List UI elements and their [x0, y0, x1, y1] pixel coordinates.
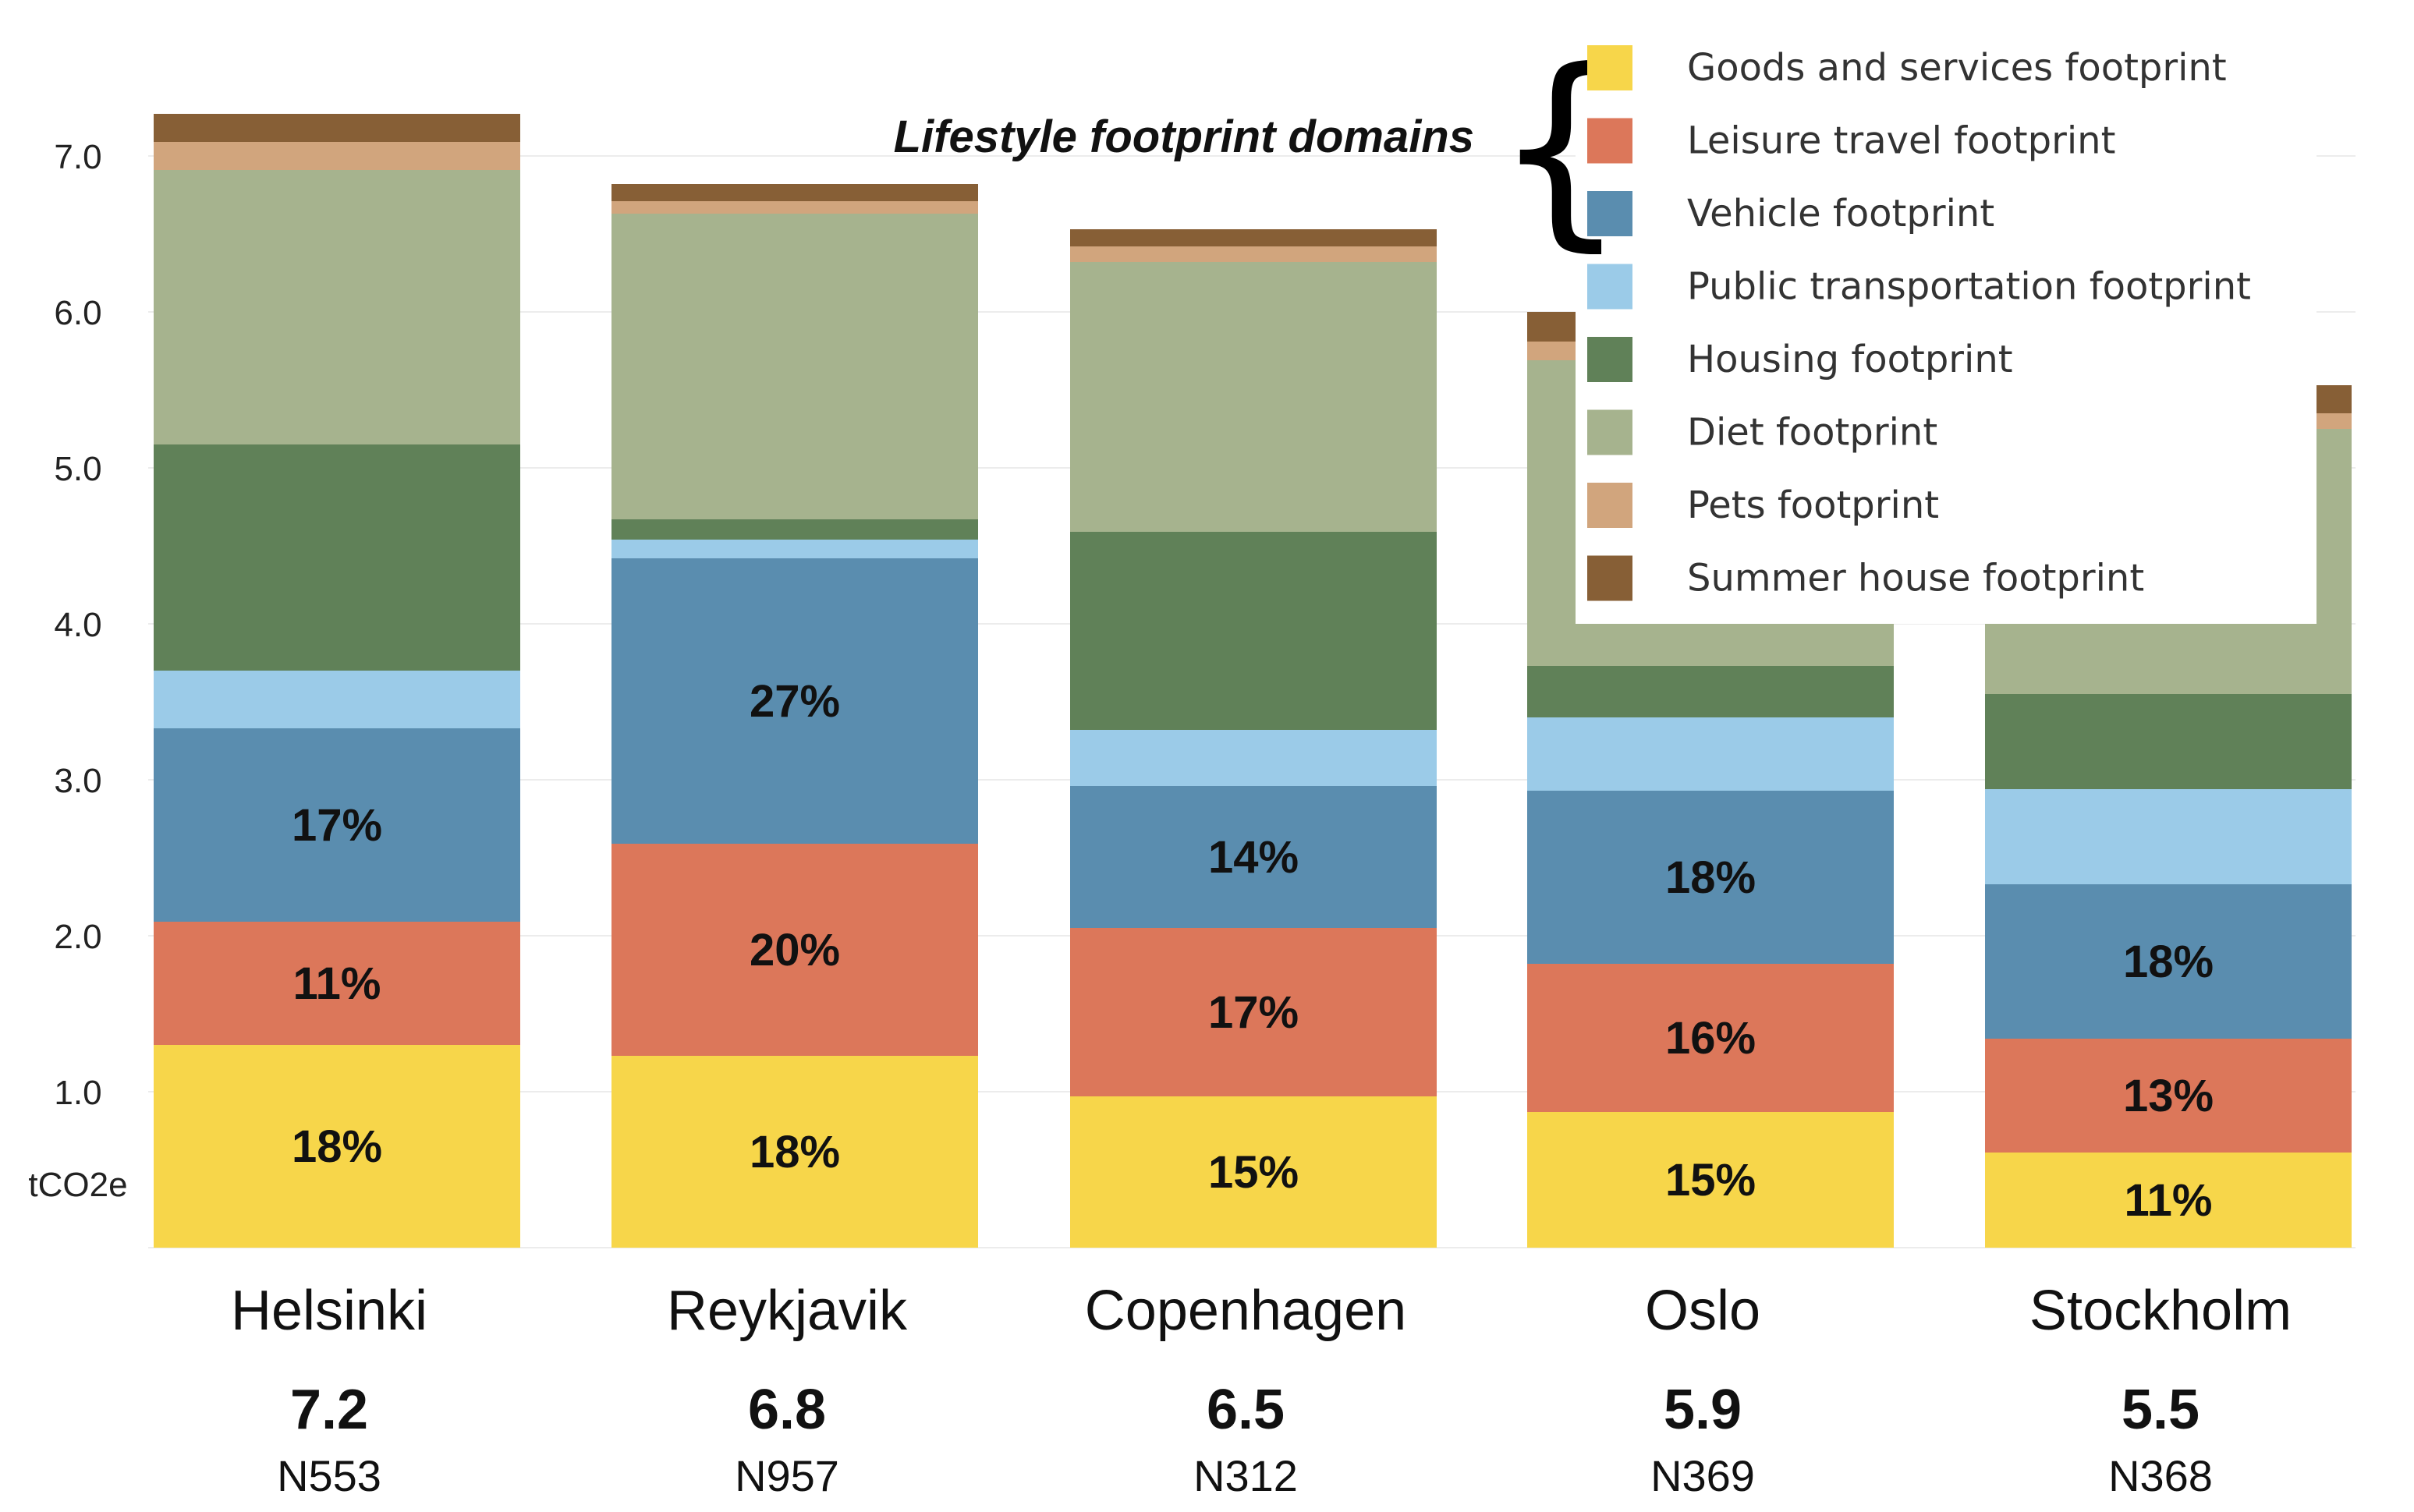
legend-swatch	[1587, 483, 1632, 528]
bar-segment	[611, 519, 978, 540]
bar-segment	[1985, 1153, 2352, 1248]
legend-title: Lifestyle footprint domains	[894, 112, 1474, 162]
bar-segment	[1070, 532, 1437, 730]
legend-swatch	[1587, 337, 1632, 382]
bar-segment	[154, 142, 520, 170]
bar-segment	[154, 922, 520, 1045]
bar-value-label: 16%	[1665, 1013, 1756, 1064]
legend-label: Pets footprint	[1687, 483, 1939, 527]
bar-value-label: 11%	[293, 958, 381, 1009]
bar-stack-copenhagen: 15% 17% 14%	[1070, 229, 1437, 1248]
y-tick-label: 6.0	[54, 294, 101, 332]
legend-label: Vehicle footprint	[1687, 192, 1994, 235]
legend-swatch	[1587, 191, 1632, 236]
bar-segment	[1985, 1039, 2352, 1153]
bar-segment	[1985, 884, 2352, 1039]
sample-size-label: N369	[1650, 1451, 1755, 1500]
total-label: 7.2	[290, 1379, 368, 1441]
bar-segment	[154, 1045, 520, 1248]
total-label: 5.5	[2122, 1379, 2200, 1441]
bar-segment	[154, 444, 520, 671]
bar-value-label: 13%	[2123, 1071, 2214, 1121]
legend-label: Leisure travel footprint	[1687, 119, 2115, 163]
bar-segment	[1527, 666, 1894, 717]
y-axis-label: tCO2e	[28, 1166, 127, 1204]
bar-segment	[1070, 246, 1437, 262]
legend-swatch	[1587, 45, 1632, 90]
y-tick-label: 5.0	[54, 450, 101, 488]
bar-segment	[1070, 262, 1437, 532]
legend-label: Diet footprint	[1687, 411, 1937, 455]
legend-items: Goods and services footprint Leisure trav…	[1587, 45, 2251, 601]
bar-segment	[611, 558, 978, 844]
bar-segment	[611, 184, 978, 201]
bar-value-label: 17%	[292, 800, 382, 851]
category-label: Helsinki	[231, 1280, 427, 1342]
x-axis-labels: Helsinki 7.2 N553 Reykjavik 6.8 N957 Copenhage…	[231, 1280, 2292, 1500]
bars: 18%11%17%18%20%27%15%17%14%15%16%18%11%1…	[154, 114, 2352, 1248]
y-axis: 1.0 2.0 3.0 4.0 5.0 6.0 7.0	[54, 138, 101, 1112]
y-tick-label: 3.0	[54, 762, 101, 800]
y-tick-label: 7.0	[54, 138, 101, 176]
category-label: Oslo	[1645, 1280, 1760, 1342]
legend-label: Summer house footprint	[1687, 557, 2144, 600]
bar-segment	[1985, 694, 2352, 789]
total-label: 6.5	[1207, 1379, 1285, 1441]
bar-segment	[154, 114, 520, 142]
bar-value-label: 18%	[750, 1127, 840, 1177]
bar-segment	[1070, 229, 1437, 246]
bar-segment	[611, 214, 978, 519]
bar-stack-reykjavik: 18% 20% 27%	[611, 184, 978, 1248]
bar-segment	[1070, 1096, 1437, 1248]
bar-segment	[1070, 730, 1437, 786]
bar-value-label: 14%	[1208, 832, 1299, 883]
bar-segment	[154, 671, 520, 728]
y-tick-label: 1.0	[54, 1074, 101, 1112]
bar-segment	[611, 540, 978, 558]
bar-value-label: 18%	[292, 1121, 382, 1172]
bar-value-label: 27%	[750, 676, 840, 727]
legend-swatch	[1587, 555, 1632, 601]
legend-background	[1576, 23, 2317, 624]
category-label: Reykjavik	[667, 1280, 908, 1342]
legend: Lifestyle footprint domains { Goods and …	[894, 23, 2317, 624]
bar-segment	[1527, 1112, 1894, 1248]
bar-value-label: 11%	[2125, 1175, 2213, 1226]
bar-segment	[1527, 964, 1894, 1112]
legend-swatch	[1587, 409, 1632, 455]
sample-size-label: N312	[1193, 1451, 1298, 1500]
bar-value-label: 17%	[1208, 987, 1299, 1038]
category-label: Stockholm	[2029, 1280, 2292, 1342]
bar-segment	[1070, 786, 1437, 928]
y-tick-label: 4.0	[54, 606, 101, 644]
bar-segment	[1527, 717, 1894, 791]
legend-label: Public transportation footprint	[1687, 265, 2251, 309]
bar-segment	[611, 1056, 978, 1248]
bar-segment	[1070, 928, 1437, 1096]
bar-segment	[611, 844, 978, 1056]
bar-value-label: 18%	[2123, 937, 2214, 987]
legend-label: Housing footprint	[1687, 338, 2013, 381]
legend-label: Goods and services footprint	[1687, 46, 2227, 90]
total-label: 6.8	[748, 1379, 826, 1441]
bar-segment	[611, 201, 978, 214]
bar-segment	[1527, 791, 1894, 964]
bar-value-label: 15%	[1665, 1155, 1756, 1206]
bar-segment	[154, 728, 520, 922]
total-label: 5.9	[1664, 1379, 1742, 1441]
bar-value-label: 20%	[750, 925, 840, 976]
bar-value-label: 15%	[1208, 1147, 1299, 1198]
sample-size-label: N368	[2108, 1451, 2213, 1500]
sample-size-label: N957	[735, 1451, 839, 1500]
legend-swatch	[1587, 118, 1632, 164]
bar-stack-helsinki: 18% 11% 17%	[154, 114, 520, 1248]
bar-value-label: 18%	[1665, 852, 1756, 903]
bar-segment	[154, 170, 520, 444]
category-label: Copenhagen	[1085, 1280, 1406, 1342]
y-tick-label: 2.0	[54, 918, 101, 956]
legend-swatch	[1587, 264, 1632, 310]
sample-size-label: N553	[277, 1451, 381, 1500]
bar-segment	[1985, 789, 2352, 884]
